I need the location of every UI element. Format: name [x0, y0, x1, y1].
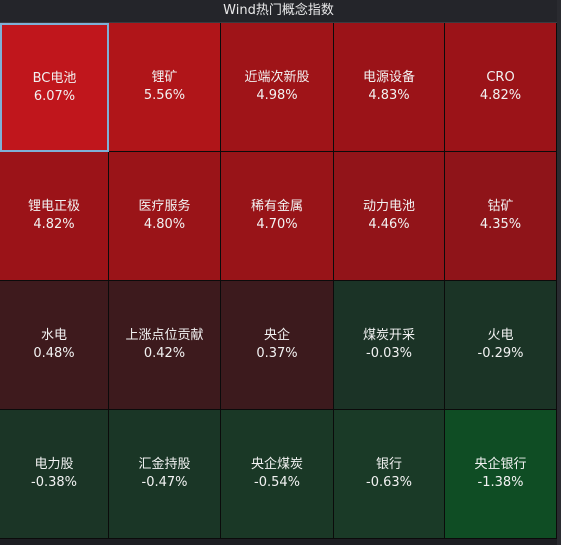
heatmap-tile[interactable]: 央企银行 -1.38%	[445, 410, 557, 539]
tile-name: 稀有金属	[250, 199, 303, 214]
tile-name: BC电池	[32, 70, 77, 86]
tile-name: 水电	[40, 328, 67, 343]
tile-change: -0.29%	[477, 346, 524, 361]
heatmap-tile[interactable]: BC电池 6.07%	[0, 23, 109, 152]
tile-change: 4.46%	[368, 217, 410, 232]
heatmap-tile[interactable]: 银行 -0.63%	[334, 410, 445, 539]
tile-name: 央企	[263, 328, 290, 343]
heatmap-tile[interactable]: 央企煤炭 -0.54%	[221, 410, 334, 539]
panel-title: Wind热门概念指数	[0, 0, 557, 23]
tile-name: 锂矿	[151, 70, 178, 85]
heatmap-tile[interactable]: 火电 -0.29%	[445, 281, 557, 410]
heatmap-tile[interactable]: 电力股 -0.38%	[0, 410, 109, 539]
heatmap-tile[interactable]: CRO 4.82%	[445, 23, 557, 152]
tile-change: 4.35%	[479, 217, 522, 232]
window-edge	[557, 0, 561, 545]
tile-change: -0.54%	[254, 475, 300, 490]
tile-name: 近端次新股	[244, 70, 310, 85]
tile-change: 0.37%	[256, 346, 298, 361]
heatmap-tile[interactable]: 锂电正极 4.82%	[0, 152, 109, 281]
heatmap-tile[interactable]: 央企 0.37%	[221, 281, 334, 410]
heatmap-tile[interactable]: 汇金持股 -0.47%	[109, 410, 221, 539]
tile-name: 电力股	[34, 457, 74, 472]
tile-change: 4.82%	[33, 217, 75, 232]
tile-change: -0.47%	[141, 475, 188, 490]
tile-name: 煤炭开采	[362, 328, 415, 343]
tile-change: 4.98%	[256, 88, 298, 103]
tile-name: 央企煤炭	[250, 457, 303, 472]
heatmap-tile[interactable]: 上涨点位贡献 0.42%	[109, 281, 221, 410]
heatmap-tile[interactable]: 稀有金属 4.70%	[221, 152, 334, 281]
tile-change: 6.07%	[33, 88, 76, 104]
heatmap-tile[interactable]: 电源设备 4.83%	[334, 23, 445, 152]
tile-change: 4.82%	[479, 88, 522, 103]
tile-name: 医疗服务	[138, 199, 191, 214]
heatmap-tile[interactable]: 动力电池 4.46%	[334, 152, 445, 281]
concept-heatmap-grid: BC电池 6.07% 锂矿 5.56% 近端次新股 4.98% 电源设备 4.83% C…	[0, 23, 557, 539]
heatmap-tile[interactable]: 煤炭开采 -0.03%	[334, 281, 445, 410]
heatmap-tile[interactable]: 医疗服务 4.80%	[109, 152, 221, 281]
heatmap-tile[interactable]: 水电 0.48%	[0, 281, 109, 410]
bottom-border	[0, 539, 557, 545]
tile-name: 火电	[487, 328, 514, 343]
tile-change: 5.56%	[143, 88, 186, 103]
heatmap-tile[interactable]: 近端次新股 4.98%	[221, 23, 334, 152]
tile-name: 电源设备	[362, 70, 415, 85]
tile-change: 4.83%	[368, 88, 410, 103]
heatmap-tile[interactable]: 锂矿 5.56%	[109, 23, 221, 152]
tile-change: 0.48%	[33, 346, 75, 361]
tile-name: 动力电池	[362, 199, 415, 214]
tile-change: 4.80%	[143, 217, 186, 232]
tile-name: 钴矿	[487, 199, 514, 214]
tile-change: -1.38%	[477, 475, 524, 490]
tile-change: -0.03%	[366, 346, 412, 361]
tile-name: 汇金持股	[138, 457, 191, 472]
tile-name: CRO	[486, 70, 515, 85]
tile-name: 锂电正极	[27, 199, 80, 214]
heatmap-tile[interactable]: 钴矿 4.35%	[445, 152, 557, 281]
tile-name: 央企银行	[474, 457, 527, 472]
tile-change: -0.63%	[366, 475, 412, 490]
tile-change: 4.70%	[256, 217, 298, 232]
tile-name: 上涨点位贡献	[125, 328, 204, 343]
tile-change: -0.38%	[31, 475, 77, 490]
tile-name: 银行	[375, 457, 402, 472]
tile-change: 0.42%	[143, 346, 186, 361]
